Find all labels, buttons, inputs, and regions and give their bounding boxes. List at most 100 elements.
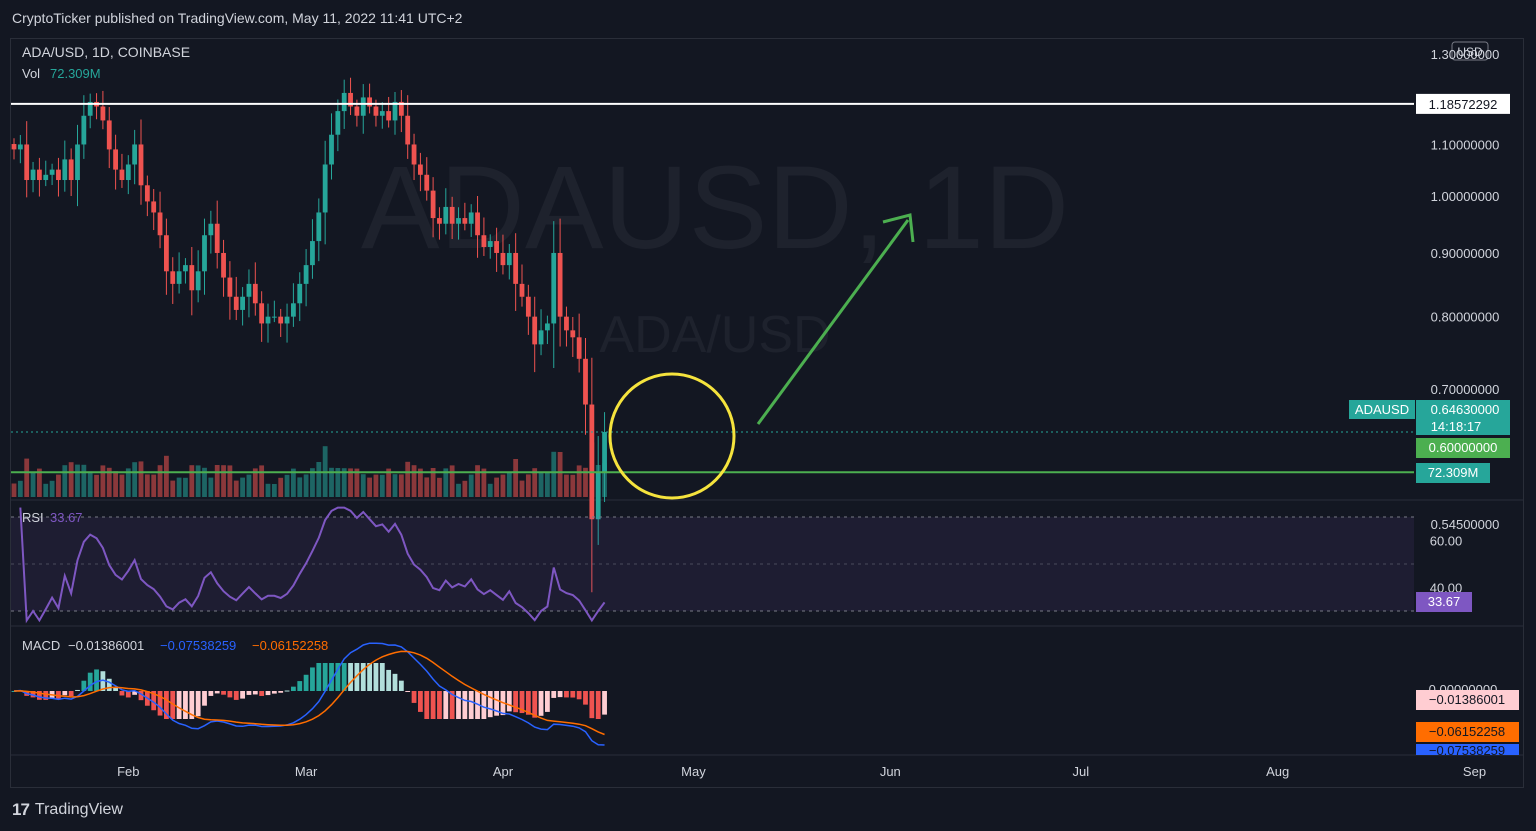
volume-bar — [449, 465, 455, 497]
trend-arrow[interactable] — [756, 219, 910, 425]
candle — [456, 218, 461, 224]
volume-bar — [233, 480, 239, 497]
macd-histogram-bar — [271, 691, 277, 694]
tradingview-logo[interactable]: 17 TradingView — [12, 800, 123, 820]
macd-histogram-bar — [291, 686, 296, 691]
resistance-label-box — [1416, 93, 1510, 114]
macd-signal-line[interactable] — [13, 650, 605, 736]
volume-bar — [100, 465, 106, 497]
resistance-label: 1.18572292 — [1429, 97, 1498, 112]
candle — [551, 252, 557, 324]
macd-line[interactable] — [13, 642, 605, 746]
candle — [576, 337, 582, 359]
volume-bar — [538, 471, 544, 497]
candle — [195, 271, 201, 291]
volume-bar — [506, 471, 512, 497]
volume-bar — [246, 474, 252, 497]
candle — [144, 185, 150, 202]
time-axis[interactable]: Feb Mar Apr May Jun Jul Aug Sep — [117, 764, 1486, 779]
volume-bar — [227, 465, 233, 497]
candle — [43, 174, 49, 181]
candle — [329, 134, 334, 165]
macd-histogram-bar — [354, 663, 360, 691]
time-tick-label: Apr — [493, 764, 514, 779]
volume-bar — [335, 468, 341, 497]
macd-histogram-bar — [348, 663, 353, 691]
macd-histogram-bar — [233, 691, 239, 700]
volume-bar — [430, 468, 436, 497]
candle — [278, 316, 284, 324]
volume-label: 72.309M — [1428, 465, 1479, 480]
tradingview-brand: TradingView — [34, 801, 123, 818]
candle — [75, 144, 80, 181]
volume-bar — [208, 477, 214, 497]
volume-bar — [316, 462, 322, 497]
candle — [189, 265, 195, 291]
macd-value-box — [1416, 690, 1519, 710]
price-axis[interactable]: 1.30000000 1.10000000 1.00000000 0.90000000… — [1431, 47, 1500, 532]
macd-histogram-bar — [481, 691, 487, 719]
candle — [424, 174, 430, 191]
candle — [481, 235, 487, 247]
volume-bar — [202, 467, 207, 497]
volume-bar — [576, 465, 582, 497]
candle — [62, 159, 68, 181]
volume-bar — [392, 474, 398, 497]
macd-histogram-bar — [367, 663, 372, 691]
volume-bar — [500, 474, 506, 497]
candle — [513, 252, 519, 284]
macd-signal-box — [1416, 744, 1519, 755]
rsi-line[interactable] — [19, 506, 606, 624]
macd-histogram-bar — [468, 691, 474, 719]
candle — [11, 144, 17, 150]
macd-histogram-bar — [183, 691, 188, 719]
volume-bar — [11, 483, 17, 497]
macd-histogram-bar — [227, 691, 233, 698]
candle — [291, 303, 296, 317]
candle — [183, 265, 188, 272]
macd-histogram-bar — [532, 691, 538, 718]
macd-histogram-bar — [132, 691, 138, 695]
volume-bar — [170, 480, 176, 497]
symbol-legend[interactable]: ADA/USD, 1D, COINBASE — [22, 44, 190, 60]
candle — [303, 265, 309, 284]
candle — [227, 277, 233, 297]
macd-histogram-bar — [335, 663, 341, 691]
candle — [595, 472, 601, 520]
rsi-value-label: 33.67 — [1428, 594, 1461, 609]
macd-hist-box — [1416, 722, 1519, 742]
volume-bar — [164, 455, 169, 497]
volume-bar — [119, 474, 125, 497]
rsi-value-box — [1416, 592, 1472, 612]
volume-bar — [570, 474, 576, 497]
macd-histogram-bar — [437, 691, 442, 719]
macd-histogram-bar — [11, 691, 17, 692]
trend-arrow-head[interactable] — [882, 213, 915, 243]
candle — [462, 218, 468, 224]
macd-histogram-bar — [81, 680, 87, 691]
macd-histogram-bar — [303, 674, 309, 691]
currency-badge[interactable] — [1451, 41, 1489, 61]
macd-histogram-bar — [43, 691, 49, 700]
price-tick-label: 0.54500000 — [1431, 517, 1500, 532]
macd-histogram-bar — [602, 691, 607, 715]
candle — [233, 296, 239, 310]
candle — [271, 316, 277, 318]
macd-histogram-bar — [322, 663, 328, 691]
volume-bar — [132, 462, 138, 497]
time-tick-label: Jul — [1072, 764, 1089, 779]
candle — [589, 404, 595, 520]
volume-bar — [379, 474, 385, 497]
vol-legend-label: Vol — [22, 66, 40, 81]
volume-bar — [341, 468, 347, 497]
last-price-label: 0.64630000 — [1431, 402, 1500, 417]
volume-bar — [30, 471, 36, 497]
rsi-axis[interactable]: 60.00 40.00 — [1430, 534, 1463, 596]
candle — [24, 144, 30, 181]
highlight-circle[interactable] — [608, 372, 736, 500]
macd-histogram-bar — [418, 691, 423, 712]
volume-bar — [545, 471, 550, 497]
macd-histogram-bar — [278, 691, 284, 693]
macd-histogram-bar — [37, 691, 42, 700]
